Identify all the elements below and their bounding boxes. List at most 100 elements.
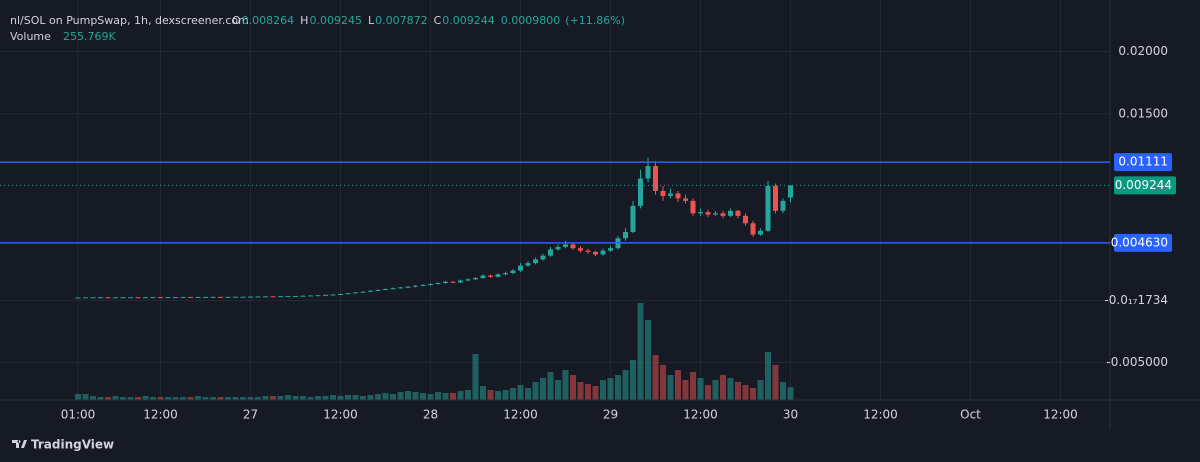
volume-bar [75,394,81,400]
volume-bar [285,395,291,400]
candle-body [645,166,651,179]
candle-body [240,296,246,298]
volume-bar [172,397,179,400]
y-tick-label: -0.0₁₇1734 [1104,293,1168,307]
candle-body [405,286,411,288]
volume-bar [705,385,711,400]
legend: O 0.008264 H 0.009245 L 0.007872 C 0.009244 0.00… [232,14,625,27]
volume-bar [615,375,621,400]
volume-bar [405,391,411,400]
volume-bar [322,396,329,400]
candle-body [285,296,291,298]
last-price-box [1114,176,1176,195]
volume-bar [262,396,269,400]
legend-key: O [232,14,241,27]
candle-body [203,296,208,298]
candle-body [480,275,486,279]
volume-bar [457,391,464,400]
candle-body [578,248,583,251]
volume-bar [165,397,171,400]
candle-body [173,297,178,299]
legend-value: 0.007872 [375,14,428,27]
volume-bar [435,392,441,400]
volume-bar [660,365,666,400]
candle-body [593,251,598,255]
volume-bar [307,397,314,400]
candle-body [278,296,283,298]
candle-body [623,232,628,239]
volume-bar [150,397,156,400]
chart-title: nl/SOL on PumpSwap, 1h, dexscreener.com [10,14,249,27]
candle-body [390,288,396,290]
volume-bar [97,397,104,400]
candle-body [368,290,373,292]
volume-bar [547,372,554,400]
candle-body [330,294,336,296]
change-value: 0.0009800 [501,14,561,27]
volume-bar [675,370,681,400]
volume-bar [570,375,576,400]
volume-bar [472,354,479,400]
candle-body [323,294,328,296]
candle-body [585,250,591,252]
candle-body [743,215,748,224]
candle-body [555,246,561,250]
volume-bar [120,397,126,400]
volume-bar [577,382,584,400]
volume-bar [600,380,606,400]
volume-bar [360,396,366,400]
candle-body [338,293,343,295]
candle-body [458,280,463,283]
candle-body [135,297,141,299]
volume-bar [105,397,111,400]
candle-body [353,292,358,294]
candle-body [225,296,231,298]
candles [75,157,793,299]
candle-body [263,296,268,298]
candle-body [570,244,576,249]
legend-key: C [434,14,442,27]
candle-body [75,297,81,299]
volume-bar [352,395,359,400]
volume-bar [420,393,426,400]
candle-body [608,248,613,251]
volume-bar [757,380,764,400]
volume-bar [337,396,344,400]
volume-bar [442,393,449,400]
volume-bar [375,394,381,400]
volume-bar [510,388,516,400]
volume-bar [690,372,696,400]
volume-bar [765,352,771,400]
candle-body [563,244,568,247]
volume-bar [787,387,794,400]
volume-pane [75,303,794,400]
volume-bar [247,397,254,400]
volume-bar [607,378,614,400]
candle-body [98,297,103,299]
legend-value: 0.009244 [442,14,495,27]
candle-body [653,166,658,191]
volume-bar [697,378,704,400]
footer: TradingView [31,438,114,452]
candle-body [255,296,261,298]
price-line-label: 0.01111 [1118,155,1168,169]
y-tick-label: 0.02000 [1118,44,1168,58]
candle-body [548,249,553,256]
candle-body [728,210,733,216]
volume-bar [652,355,659,400]
y-tick-label: -0.005000 [1106,355,1168,369]
volume-bar [540,378,546,400]
axis: 01:00 12:00 27 12:00 28 12:00 29 12:00 30 12:00 Oc… [0,0,1200,430]
candle-body [735,210,741,216]
volume-bar [555,380,561,400]
candle-body [293,295,298,297]
candle-body [773,185,778,211]
volume-bar [232,397,239,400]
volume-bar [277,396,284,400]
volume-bar [142,396,149,400]
legend-value: 0.009245 [309,14,362,27]
volume-bar [225,397,231,400]
candle-body [83,297,88,299]
x-tick-label: 12:00 [863,408,898,422]
candle-body [128,297,133,299]
